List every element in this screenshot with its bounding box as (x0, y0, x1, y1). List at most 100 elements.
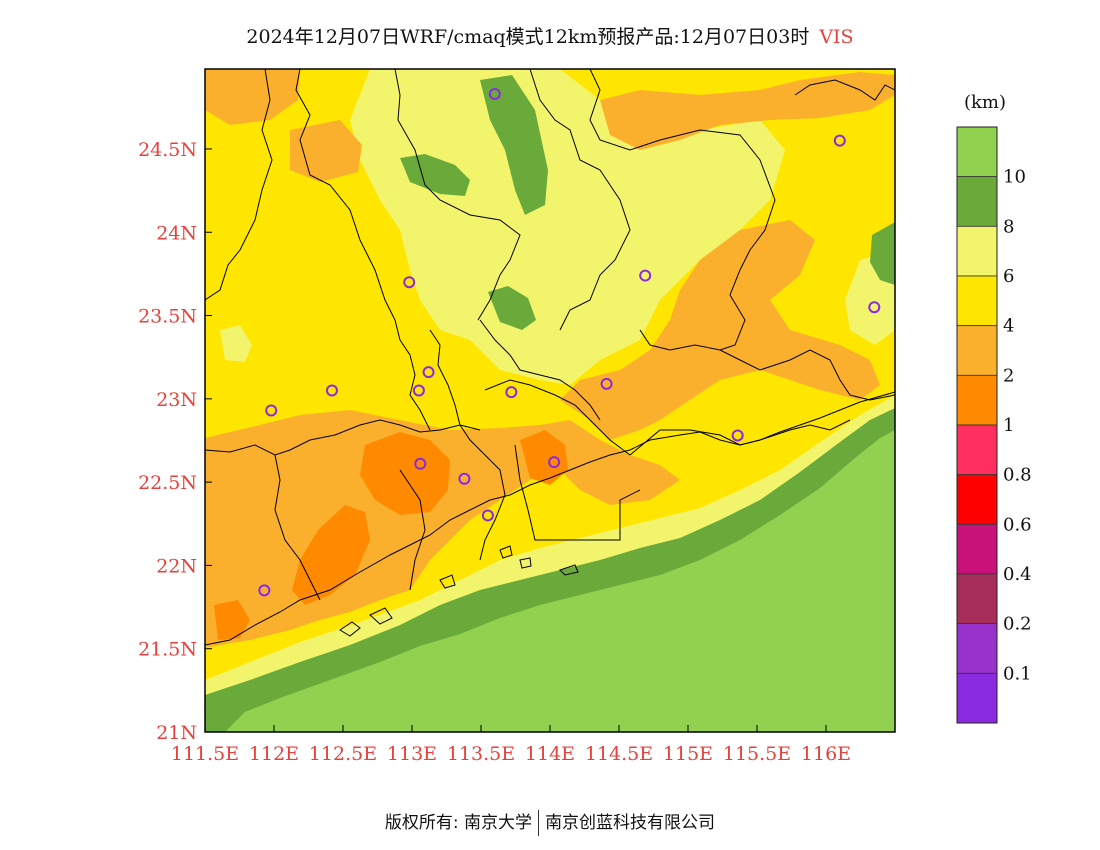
boundary-northwest (205, 69, 273, 301)
y-tick-label: 22N (156, 555, 197, 577)
boundary-north-west-region (295, 69, 396, 321)
field-dark-orange-east (520, 430, 568, 485)
footer-right: 南京创蓝科技有限公司 (545, 813, 716, 833)
station-marker (505, 386, 518, 399)
y-tick-label: 24N (156, 222, 197, 244)
color-legend: (km) 10 8 6 4 2 1 0.8 0.6 0.4 0.2 0.1 (956, 92, 1032, 724)
field-sea (225, 430, 895, 732)
field-dark-orange-center (360, 432, 450, 515)
legend-frame (956, 126, 998, 724)
x-tick-label: 114E (525, 743, 575, 765)
boundaries (205, 69, 895, 646)
legend-swatch (956, 573, 998, 625)
boundary-center-north (394, 69, 521, 321)
boundary-east-coast-inland (719, 349, 895, 401)
boundary-pearl-delta (479, 454, 506, 561)
legend-swatch (956, 176, 998, 227)
copyright-footer: 版权所有: 南京大学 南京创蓝科技有限公司 (0, 808, 1100, 836)
field-light-yellow-w (220, 325, 252, 362)
boundary-central-d (484, 379, 631, 456)
station-marker (833, 134, 846, 147)
boundary-central-c (479, 319, 601, 421)
legend-swatch (956, 523, 998, 575)
legend-swatch (956, 275, 998, 327)
legend-tick-label: 0.8 (1003, 465, 1032, 486)
legend-swatch (956, 672, 998, 724)
boundary-central-b (429, 329, 486, 456)
y-tick-label: 23.5N (138, 306, 197, 328)
station-marker (403, 276, 416, 289)
station-marker (481, 509, 494, 522)
y-tick-label: 23N (156, 389, 197, 411)
axis-ticks: 111.5E 112E 112.5E 113E 113.5E 114E 114.5E 115E… (138, 139, 851, 765)
boundary-north-center (529, 69, 631, 331)
station-marker (258, 584, 271, 597)
field-orange-nw (205, 69, 300, 125)
field-green-center-blob (488, 286, 536, 330)
legend-swatch (956, 374, 998, 426)
station-marker (731, 429, 744, 442)
y-tick-label: 22.5N (138, 472, 197, 494)
station-marker (600, 377, 613, 390)
field-green-west-blob (400, 154, 470, 196)
title-main: 2024年12月07日WRF/cmaq模式12km预报产品:12月07日03时 (246, 26, 810, 48)
station-marker (639, 269, 652, 282)
x-tick-label: 112.5E (309, 743, 377, 765)
station-marker (412, 384, 425, 397)
legend-swatch (956, 623, 998, 674)
station-marker (325, 384, 338, 397)
legend-swatch (956, 225, 998, 277)
x-tick-label: 113E (387, 743, 437, 765)
x-tick-label: 116E (801, 743, 851, 765)
field-green-north (480, 75, 548, 215)
x-tick-label: 114.5E (585, 743, 653, 765)
x-tick-label: 111.5E (171, 743, 239, 765)
boundary-south-center (399, 469, 426, 591)
field-dark-orange-south (292, 505, 370, 605)
legend-swatch (956, 424, 998, 476)
legend-swatch (956, 126, 998, 178)
station-marker (488, 87, 501, 100)
x-tick-label: 115E (663, 743, 713, 765)
station-marker (414, 457, 427, 470)
legend-tick-label: 0.4 (1003, 564, 1032, 585)
legend-tick-label: 1 (1003, 415, 1014, 436)
title-variable: VIS (819, 26, 854, 48)
field-light-yellow-north (350, 69, 785, 385)
coastline-main (205, 391, 895, 646)
boundary-west-central (205, 419, 481, 456)
legend-tick-label: 0.6 (1003, 514, 1032, 535)
station-marker (422, 366, 435, 379)
boundary-east-north (794, 79, 895, 101)
footer-left: 版权所有: 南京大学 (384, 813, 533, 833)
map-title: 2024年12月07日WRF/cmaq模式12km预报产品:12月07日03时 V… (0, 22, 1100, 49)
station-markers (258, 87, 881, 597)
legend-tick-label: 2 (1003, 365, 1014, 386)
boundary-south-west (274, 454, 321, 601)
legend-tick-label: 10 (1003, 167, 1026, 188)
y-tick-label: 21N (156, 722, 197, 744)
y-tick-label: 24.5N (138, 139, 197, 161)
station-marker (548, 456, 561, 469)
x-tick-label: 113.5E (447, 743, 515, 765)
visibility-field (205, 69, 895, 732)
station-marker (458, 472, 471, 485)
coastline-islands (339, 545, 579, 637)
boundary-shenzhen-box (514, 444, 641, 541)
legend-tick-label: 4 (1003, 316, 1014, 337)
field-orange-northeast (600, 72, 895, 150)
field-dark-orange-sw (214, 600, 250, 640)
footer-separator (538, 810, 540, 836)
x-tick-label: 112E (249, 743, 299, 765)
legend-tick-label: 0.2 (1003, 614, 1032, 635)
station-marker (868, 301, 881, 314)
legend-swatch (956, 474, 998, 525)
x-tick-label: 115.5E (723, 743, 791, 765)
station-marker (265, 404, 278, 417)
boundary-east-mid (639, 249, 751, 351)
field-orange-east (560, 220, 880, 440)
legend-swatch (956, 325, 998, 376)
field-green-ne (870, 222, 895, 285)
legend-unit: (km) (964, 92, 1006, 113)
